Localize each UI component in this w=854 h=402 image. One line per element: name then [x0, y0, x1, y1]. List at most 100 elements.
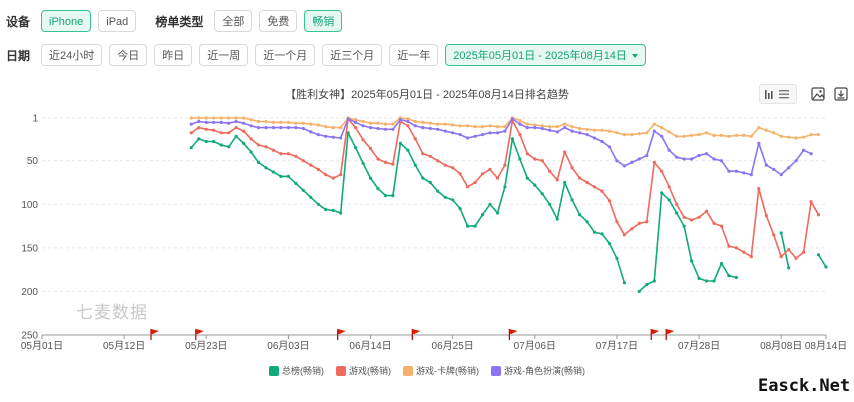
- date-option-24h[interactable]: 近24小时: [41, 44, 103, 66]
- series-point-0: [667, 198, 671, 202]
- series-point-0: [503, 185, 507, 189]
- series-point-0: [622, 281, 627, 285]
- series-point-3: [555, 130, 559, 134]
- save-image-button[interactable]: [808, 84, 828, 104]
- series-point-0: [189, 146, 193, 150]
- series-point-2: [249, 118, 253, 122]
- chart-type-toggle[interactable]: [759, 84, 797, 104]
- event-marker-flag-icon[interactable]: [337, 329, 346, 340]
- series-point-2: [734, 133, 739, 137]
- series-point-2: [607, 129, 612, 133]
- date-range-picker[interactable]: 2025年05月01日 - 2025年08月14日: [445, 44, 646, 66]
- event-marker-flag-icon[interactable]: [665, 329, 675, 340]
- date-option-today[interactable]: 今日: [109, 44, 148, 66]
- event-marker-flag-icon[interactable]: [150, 329, 159, 340]
- legend-item-overall[interactable]: 总榜(畅销): [269, 364, 324, 377]
- series-point-0: [331, 208, 335, 212]
- series-point-3: [376, 126, 380, 131]
- date-option-three-months[interactable]: 近三个月: [322, 44, 383, 66]
- series-point-0: [451, 198, 455, 202]
- series-point-2: [675, 134, 679, 138]
- event-marker-flag-icon[interactable]: [411, 329, 421, 340]
- legend-item-card-games[interactable]: 游戏-卡牌(畅销): [403, 364, 479, 377]
- download-button[interactable]: [831, 84, 851, 104]
- x-tick-label: 05月12日: [103, 340, 145, 352]
- series-point-2: [204, 116, 208, 120]
- legend-item-games[interactable]: 游戏(畅销): [336, 364, 391, 377]
- series-point-3: [391, 127, 395, 131]
- series-point-2: [271, 120, 276, 124]
- series-point-3: [354, 120, 358, 124]
- series-point-1: [645, 220, 649, 224]
- series-point-1: [488, 167, 492, 171]
- date-option-week[interactable]: 近一周: [199, 44, 249, 66]
- series-point-3: [719, 159, 724, 163]
- chart-title: 【胜利女神】2025年05月01日 - 2025年08月14日排名趋势: [285, 89, 569, 101]
- date-option-year[interactable]: 近一年: [389, 44, 439, 66]
- series-point-1: [757, 187, 761, 191]
- series-point-0: [376, 187, 380, 191]
- list-type-option-grossing[interactable]: 畅销: [304, 10, 343, 32]
- series-point-2: [794, 136, 798, 140]
- legend-label: 总榜(畅销): [282, 366, 324, 376]
- list-type-option-free[interactable]: 免费: [259, 10, 298, 32]
- series-point-1: [361, 138, 365, 142]
- series-point-0: [421, 176, 425, 180]
- series-point-2: [787, 135, 791, 139]
- series-point-3: [234, 119, 238, 124]
- series-point-2: [473, 125, 477, 129]
- list-type-option-all[interactable]: 全部: [214, 10, 253, 32]
- event-marker-flag-icon[interactable]: [508, 329, 518, 340]
- series-point-1: [443, 163, 447, 167]
- filter-row-date: 日期 近24小时 今日 昨日 近一周 近一个月 近三个月 近一年 2025年05…: [6, 44, 646, 66]
- series-point-2: [630, 133, 634, 137]
- series-point-3: [204, 120, 208, 124]
- series-point-3: [690, 157, 694, 161]
- event-marker-flag-icon[interactable]: [650, 329, 660, 340]
- x-tick-label: 08月14日: [805, 340, 847, 352]
- series-point-1: [592, 185, 597, 189]
- series-point-3: [637, 157, 641, 161]
- series-point-1: [779, 255, 783, 259]
- series-point-0: [234, 134, 238, 138]
- y-tick-label: 50: [27, 156, 39, 167]
- series-point-0: [548, 202, 552, 206]
- legend-item-rpg[interactable]: 游戏-角色扮演(畅销): [491, 364, 585, 377]
- series-point-3: [331, 135, 335, 139]
- series-point-2: [682, 134, 686, 138]
- series-point-1: [495, 176, 500, 180]
- series-point-0: [719, 261, 724, 266]
- series-point-3: [503, 129, 507, 133]
- series-point-0: [466, 224, 470, 228]
- series-point-1: [802, 250, 806, 254]
- x-tick-label: 06月25日: [432, 340, 474, 352]
- site-brand: Easck.Net: [758, 376, 851, 396]
- series-point-0: [383, 194, 388, 198]
- series-point-1: [451, 166, 455, 170]
- legend-label: 游戏(畅销): [349, 366, 391, 376]
- date-option-yesterday[interactable]: 昨日: [154, 44, 193, 66]
- series-point-1: [637, 221, 641, 225]
- event-marker-flag-icon[interactable]: [195, 329, 204, 340]
- series-point-3: [645, 153, 649, 158]
- series-point-3: [578, 131, 582, 135]
- series-point-2: [279, 120, 283, 124]
- series-point-0: [242, 141, 246, 145]
- series-point-1: [600, 189, 604, 193]
- device-option-ipad[interactable]: iPad: [98, 10, 137, 32]
- device-option-iphone[interactable]: iPhone: [41, 10, 92, 32]
- series-point-2: [294, 121, 298, 125]
- series-point-3: [473, 134, 477, 138]
- series-point-0: [675, 211, 679, 215]
- series-point-0: [339, 211, 343, 215]
- legend-swatch: [336, 365, 346, 376]
- series-point-1: [630, 227, 634, 231]
- series-point-2: [615, 131, 619, 135]
- series-point-2: [690, 133, 694, 137]
- series-point-3: [548, 128, 552, 132]
- series-point-0: [563, 180, 567, 185]
- series-point-2: [600, 128, 604, 132]
- series-point-0: [249, 150, 253, 154]
- series-point-1: [615, 220, 619, 224]
- date-option-month[interactable]: 近一个月: [255, 44, 316, 66]
